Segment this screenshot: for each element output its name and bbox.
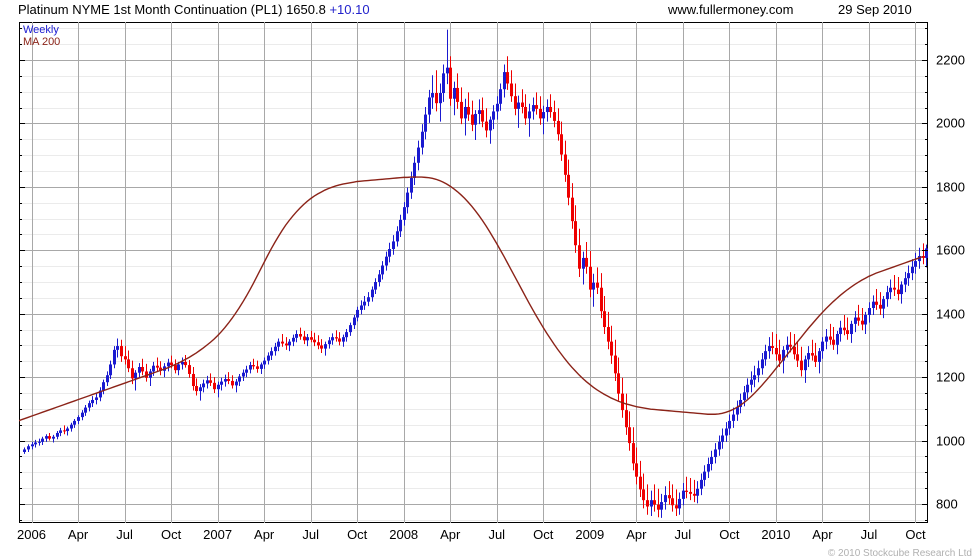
y-axis-label: 1800 bbox=[936, 179, 965, 195]
gridlines bbox=[19, 22, 928, 523]
x-axis-label: Oct bbox=[160, 527, 182, 542]
x-axis-label: Oct bbox=[719, 527, 740, 542]
x-axis-label: Jul bbox=[860, 527, 878, 542]
legend-item-weekly: Weekly bbox=[23, 24, 59, 36]
ma200-line bbox=[19, 176, 923, 422]
candlestick-series bbox=[23, 29, 928, 518]
axis-ticks bbox=[19, 28, 928, 521]
price-change: +10.10 bbox=[329, 2, 370, 17]
x-axis-label: Apr bbox=[812, 527, 833, 542]
x-axis-label: 2006 bbox=[17, 527, 46, 542]
x-axis-label: Oct bbox=[533, 527, 554, 542]
y-axis-label: 2000 bbox=[936, 115, 965, 131]
x-axis-label: Apr bbox=[440, 527, 461, 542]
chart-header: Platinum NYME 1st Month Continuation (PL… bbox=[0, 0, 980, 20]
y-axis-label: 2200 bbox=[936, 52, 965, 68]
y-axis-label: 800 bbox=[936, 496, 958, 512]
site-url: www.fullermoney.com bbox=[668, 2, 794, 17]
legend-item-ma200: MA 200 bbox=[23, 36, 61, 48]
chart-plot-area: Weekly MA 200 bbox=[19, 22, 928, 523]
candlestick-plot bbox=[19, 22, 928, 523]
x-axis-label: Jul bbox=[302, 527, 319, 542]
x-axis-label: Jul bbox=[488, 527, 506, 542]
page-title: Platinum NYME 1st Month Continuation (PL… bbox=[18, 2, 370, 17]
x-axis-label: Jul bbox=[674, 527, 692, 542]
y-axis-label: 1000 bbox=[936, 433, 965, 449]
x-axis-label: Apr bbox=[626, 527, 647, 542]
x-axis-label: Jul bbox=[116, 527, 133, 542]
quote-date: 29 Sep 2010 bbox=[838, 2, 912, 17]
y-axis-label: 1600 bbox=[936, 242, 965, 258]
copyright-notice: © 2010 Stockcube Research Ltd bbox=[827, 548, 972, 559]
y-axis-label: 1200 bbox=[936, 369, 965, 385]
chart-legend: Weekly MA 200 bbox=[23, 24, 60, 48]
x-axis-label: 2010 bbox=[761, 527, 791, 542]
instrument-title: Platinum NYME 1st Month Continuation (PL… bbox=[18, 2, 330, 17]
x-axis-label: 2008 bbox=[389, 527, 419, 542]
y-axis-label: 1400 bbox=[936, 306, 965, 322]
x-axis-label: Apr bbox=[254, 527, 275, 542]
x-axis-label: 2007 bbox=[203, 527, 233, 542]
x-axis-label: 2009 bbox=[575, 527, 605, 542]
x-axis-label: Apr bbox=[67, 527, 89, 542]
x-axis-label: Oct bbox=[347, 527, 368, 542]
x-axis-label: Oct bbox=[905, 527, 926, 542]
